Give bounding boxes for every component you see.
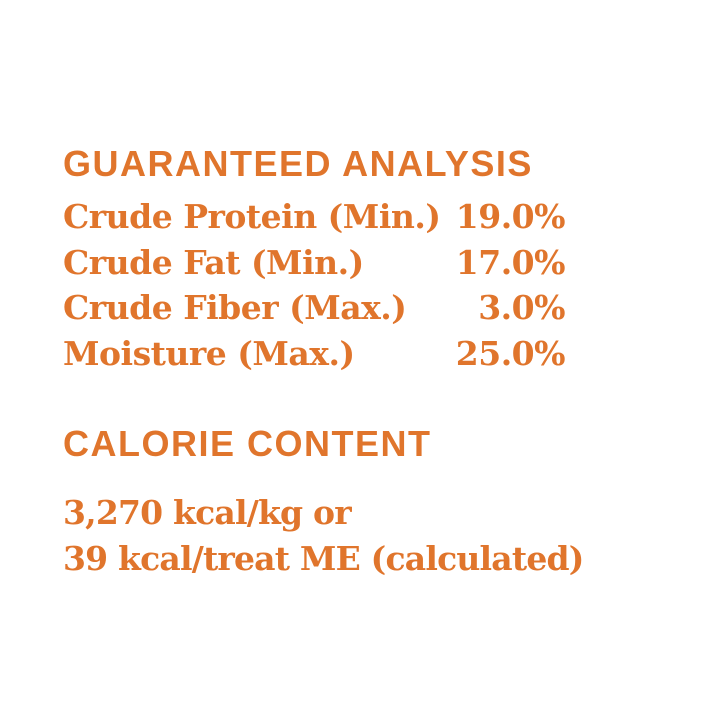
table-row-crude-fiber: Crude Fiber (Max.) 3.0% bbox=[63, 285, 565, 331]
row-label: Crude Protein (Min.) bbox=[63, 197, 441, 236]
guaranteed-analysis-table: Crude Protein (Min.) 19.0% Crude Fat (Mi… bbox=[63, 194, 566, 377]
guaranteed-analysis-title: GUARANTEED ANALYSIS bbox=[63, 143, 533, 184]
calorie-content-text: 3,270 kcal/kg or 39 kcal/treat ME (calcu… bbox=[63, 490, 663, 581]
row-value: 3.0% bbox=[478, 288, 565, 327]
table-row-moisture: Moisture (Max.) 25.0% bbox=[63, 331, 566, 377]
calorie-line-kcal-per-kg: 3,270 kcal/kg or bbox=[63, 493, 352, 532]
row-value: 17.0% bbox=[455, 242, 566, 282]
row-value: 19.0% bbox=[455, 197, 566, 236]
table-row-crude-protein: Crude Protein (Min.) 19.0% bbox=[63, 194, 566, 240]
calorie-line-kcal-per-treat: 39 kcal/treat ME (calculated) bbox=[63, 538, 584, 578]
row-label: Crude Fiber (Max.) bbox=[63, 288, 407, 327]
row-label: Moisture (Max.) bbox=[63, 333, 355, 373]
row-label: Crude Fat (Min.) bbox=[63, 242, 364, 282]
calorie-content-title: CALORIE CONTENT bbox=[63, 423, 432, 464]
row-value: 25.0% bbox=[455, 333, 566, 373]
table-row-crude-fat: Crude Fat (Min.) 17.0% bbox=[63, 240, 566, 286]
